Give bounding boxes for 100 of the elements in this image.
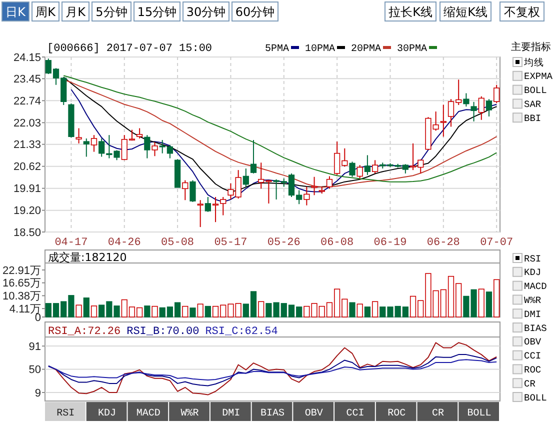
- bar: [349, 302, 356, 318]
- candlestick: [326, 176, 333, 190]
- candlestick: [372, 160, 378, 174]
- legend-label: 5PMA: [265, 44, 290, 55]
- chart-title: [000666] 2017-07-07 15:00: [47, 43, 212, 55]
- text: 拉长K线: [388, 5, 432, 19]
- x-tick-label: 05-08: [161, 237, 194, 249]
- y-tick-label: 19.20: [13, 205, 41, 218]
- text: ROC: [524, 364, 542, 376]
- text: EXPMA: [524, 71, 553, 82]
- line-series: [70, 89, 498, 202]
- text: RSI_A:72.26: [48, 326, 121, 338]
- annotation: 成交量:182120: [48, 251, 127, 264]
- text: OBV: [304, 408, 323, 420]
- candlestick: [182, 180, 188, 201]
- y-tick-label: 21.33: [13, 139, 41, 152]
- candlestick: [356, 164, 363, 179]
- line-series: [48, 359, 498, 381]
- candlestick: [76, 128, 82, 144]
- text: 5分钟: [96, 5, 128, 19]
- candlestick: [463, 92, 470, 108]
- x-tick-label: 05-26: [267, 237, 300, 249]
- candlestick: [152, 142, 158, 157]
- y-tick-label: 24.15: [13, 52, 41, 64]
- text: OBV: [524, 336, 542, 348]
- candlestick: [311, 176, 318, 196]
- y-tick-label: 22.74: [13, 96, 41, 108]
- text: ROC: [388, 408, 406, 420]
- text: CCI: [346, 408, 364, 420]
- candlestick: [83, 138, 90, 158]
- y-tick-label: 9: [34, 387, 41, 400]
- text: 15分钟: [137, 5, 177, 19]
- text: RSI_B:70.00: [126, 326, 200, 338]
- text: RSI: [56, 408, 75, 420]
- text: MACD: [136, 408, 160, 420]
- text: BIAS: [260, 408, 285, 420]
- candlestick: [486, 98, 492, 117]
- text: RSI_C:62.54: [205, 326, 278, 338]
- x-tick-label: 04-26: [108, 237, 141, 249]
- text: MACD: [524, 281, 548, 292]
- y-tick-label: 22.91万: [2, 264, 41, 277]
- candlestick: [304, 186, 310, 206]
- y-tick-label: 16.65万: [2, 278, 41, 290]
- legend-label: 10PMA: [305, 44, 336, 55]
- x-tick-label: 06-08: [320, 237, 354, 249]
- x-tick-label: 04-17: [54, 237, 88, 249]
- y-tick-label: 22.03: [13, 118, 41, 130]
- y-tick-label: 91: [28, 340, 41, 353]
- text: 60分钟: [235, 5, 275, 19]
- text: BOLL: [524, 85, 548, 96]
- text: 缩短K线: [444, 5, 488, 19]
- text: DMI: [524, 308, 542, 320]
- text: 日K: [6, 5, 27, 19]
- text: 主要指标: [511, 41, 551, 53]
- candlestick: [136, 128, 143, 139]
- candlestick: [190, 180, 196, 202]
- x-tick-label: 05-17: [214, 237, 248, 249]
- candlestick: [478, 96, 484, 120]
- bar: [190, 308, 196, 318]
- text: BOLL: [524, 392, 548, 404]
- text: CCI: [524, 350, 542, 362]
- text: 30分钟: [186, 5, 226, 19]
- y-tick-label: 23.45: [13, 74, 41, 86]
- text: KDJ: [524, 267, 542, 278]
- legend-label: 30PMA: [397, 44, 428, 55]
- candlestick: [242, 168, 249, 188]
- candlestick: [250, 140, 257, 174]
- x-tick-label: 06-19: [374, 237, 407, 249]
- text: 均线: [523, 56, 544, 68]
- text: SAR: [524, 99, 542, 110]
- bar: [486, 292, 492, 318]
- bar: [364, 306, 371, 318]
- candlestick: [197, 200, 204, 228]
- candlestick: [440, 104, 446, 138]
- y-tick-label: 4.11万: [9, 303, 41, 316]
- x-tick-label: 06-28: [426, 237, 460, 249]
- text: 月K: [66, 5, 87, 19]
- y-tick-label: 18.50: [13, 226, 41, 239]
- text: W%R: [180, 408, 199, 420]
- bar: [204, 306, 211, 318]
- text: 不复权: [504, 5, 540, 19]
- text: BIAS: [524, 322, 548, 334]
- y-tick-label: 10.38万: [2, 290, 41, 303]
- bar: [83, 298, 90, 318]
- text: RSI: [524, 253, 542, 264]
- text: 周K: [36, 5, 57, 19]
- candlestick: [144, 134, 150, 159]
- text: W%R: [524, 295, 542, 306]
- y-tick-label: 50: [28, 364, 41, 376]
- candlestick: [470, 101, 477, 122]
- line-series: [48, 354, 498, 386]
- text: CR: [432, 408, 444, 420]
- candlestick: [349, 161, 356, 178]
- bar: [144, 306, 150, 318]
- text: CR: [524, 378, 536, 390]
- text: KDJ: [98, 408, 116, 420]
- y-tick-label: 20.62: [13, 161, 41, 174]
- text: BOLL: [467, 408, 492, 420]
- candlestick: [364, 154, 371, 176]
- candlestick: [90, 134, 98, 152]
